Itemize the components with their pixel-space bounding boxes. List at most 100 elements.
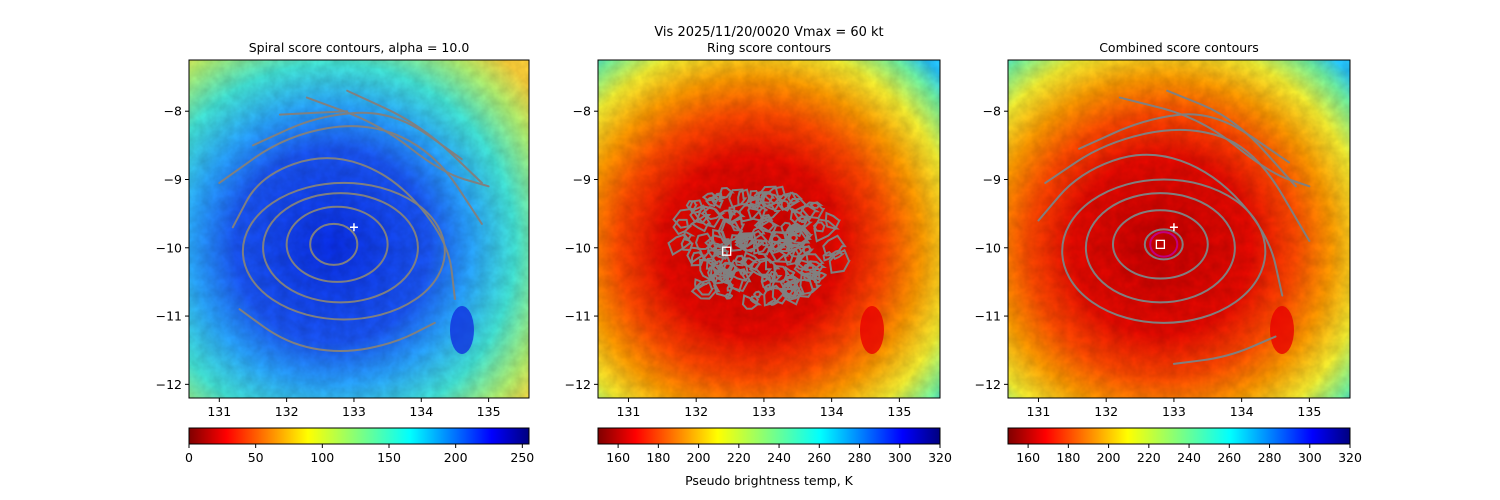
contour-line: [828, 248, 851, 274]
colorbar-tick-label: 220: [727, 450, 751, 465]
contour-line: [1118, 96, 1311, 188]
colorbar-tick-label: 320: [928, 450, 952, 465]
contour-line: [285, 205, 389, 283]
marker-group: [1155, 223, 1178, 250]
y-tick-label: −8: [983, 104, 1001, 119]
panel-title: Combined score contours: [1099, 40, 1259, 55]
colorbar-tick-label: 180: [1056, 450, 1080, 465]
contour-line: [717, 218, 744, 244]
center-square-marker: [1155, 239, 1166, 250]
x-tick-label: 133: [752, 404, 776, 419]
contour-line: [795, 253, 825, 272]
marker-group: [349, 223, 358, 232]
contour-line: [723, 293, 734, 300]
contour-line: [725, 268, 752, 293]
axis-ticks: 131 132 133 134 135 −8 −9 −10 −11 −12: [975, 104, 1322, 419]
marker-group: [722, 246, 732, 256]
colorbar-fill: [188, 427, 530, 445]
y-tick-label: −10: [156, 240, 182, 255]
colorbar-tick-label: 200: [687, 450, 711, 465]
colorbar: 160 180 200 220 240 260 280 300 320: [597, 427, 952, 465]
panel-spiral: Spiral score contours, alpha = 10.0 131 1…: [156, 40, 535, 465]
colorbar-tick-label: 200: [1097, 450, 1121, 465]
y-tick-label: −12: [156, 377, 182, 392]
x-tick-label: 132: [1094, 404, 1118, 419]
y-tick-label: −12: [565, 377, 591, 392]
contour-line: [672, 207, 702, 229]
contour-group: [1037, 89, 1311, 365]
colorbar-tick-label: 280: [1258, 450, 1282, 465]
contour-line: [699, 258, 723, 282]
colorbar-tick-label: 320: [1338, 450, 1362, 465]
image-texture: [1008, 60, 1350, 398]
contour-line: [694, 232, 717, 251]
colorbar-tick-label: 240: [767, 450, 791, 465]
contour-line: [754, 258, 781, 284]
contour-line: [739, 270, 749, 276]
contour-line: [218, 125, 483, 225]
contour-line: [767, 298, 780, 306]
axes-frame: [188, 59, 530, 399]
contour-line: [749, 189, 761, 203]
colorbar-tick-label: 150: [377, 450, 401, 465]
colorbar-tick-label: 160: [606, 450, 630, 465]
axes-frame: [1007, 59, 1351, 399]
x-tick-label: 133: [1162, 404, 1186, 419]
contour-line: [1166, 89, 1297, 188]
colorbar-label: Pseudo brightness temp, K: [685, 473, 854, 488]
contour-line: [718, 209, 737, 221]
axis-ticks: 131 132 133 134 135 −8 −9 −10 −11 −12: [565, 104, 912, 419]
contour-line: [787, 191, 804, 204]
colorbar-tick-label: 280: [848, 450, 872, 465]
x-tick-label: 134: [820, 404, 844, 419]
contour-line: [741, 251, 763, 271]
contour-line: [728, 209, 746, 225]
center-square-marker: [722, 246, 732, 256]
figure-suptitle: Vis 2025/11/20/0020 Vmax = 60 kt: [654, 25, 883, 40]
x-tick-label: 134: [1230, 404, 1254, 419]
colorbar: 0 50 100 150 200 250: [185, 427, 534, 465]
x-tick-label: 131: [1027, 404, 1051, 419]
contour-line: [753, 190, 766, 201]
contour-line: [690, 278, 721, 300]
contour-line: [705, 196, 719, 208]
contour-line: [824, 211, 842, 230]
colorbar-tick-label: 100: [310, 450, 334, 465]
y-tick-label: −8: [164, 104, 182, 119]
contour-line: [689, 204, 712, 225]
x-tick-label: 135: [887, 404, 911, 419]
contour-line: [667, 233, 694, 257]
colorbar-tick-label: 300: [1298, 450, 1322, 465]
contour-line: [813, 218, 840, 243]
contour-line: [803, 272, 814, 282]
contour-line: [757, 204, 782, 223]
axes-frame: [597, 59, 941, 399]
contour-line: [1061, 178, 1267, 324]
colorbar-tick-label: 250: [510, 450, 534, 465]
colorbar-tick-label: 50: [248, 450, 264, 465]
contour-line: [754, 215, 777, 233]
contour-line: [830, 249, 846, 260]
contour-line: [763, 282, 775, 293]
contour-group: [667, 185, 851, 310]
contour-line: [278, 110, 349, 116]
contour-line: [729, 234, 748, 252]
y-tick-label: −9: [164, 172, 182, 187]
contour-line: [231, 157, 456, 300]
contour-line: [783, 248, 803, 266]
image-texture: [598, 60, 940, 398]
colorbar-fill: [1007, 427, 1351, 445]
x-tick-label: 131: [617, 404, 641, 419]
contour-line: [1037, 153, 1284, 297]
cold-cell: [450, 306, 474, 354]
panel-combined: Combined score contours 131 132 133 134 135 −…: [975, 40, 1362, 465]
x-tick-label: 135: [1297, 404, 1321, 419]
contour-line: [808, 201, 824, 209]
contour-line: [741, 294, 763, 310]
y-tick-label: −11: [565, 309, 591, 324]
contour-line: [753, 222, 765, 230]
contour-line: [262, 192, 419, 304]
y-tick-label: −9: [573, 172, 591, 187]
colorbar-tick-label: 160: [1016, 450, 1040, 465]
contour-line: [1172, 335, 1277, 365]
